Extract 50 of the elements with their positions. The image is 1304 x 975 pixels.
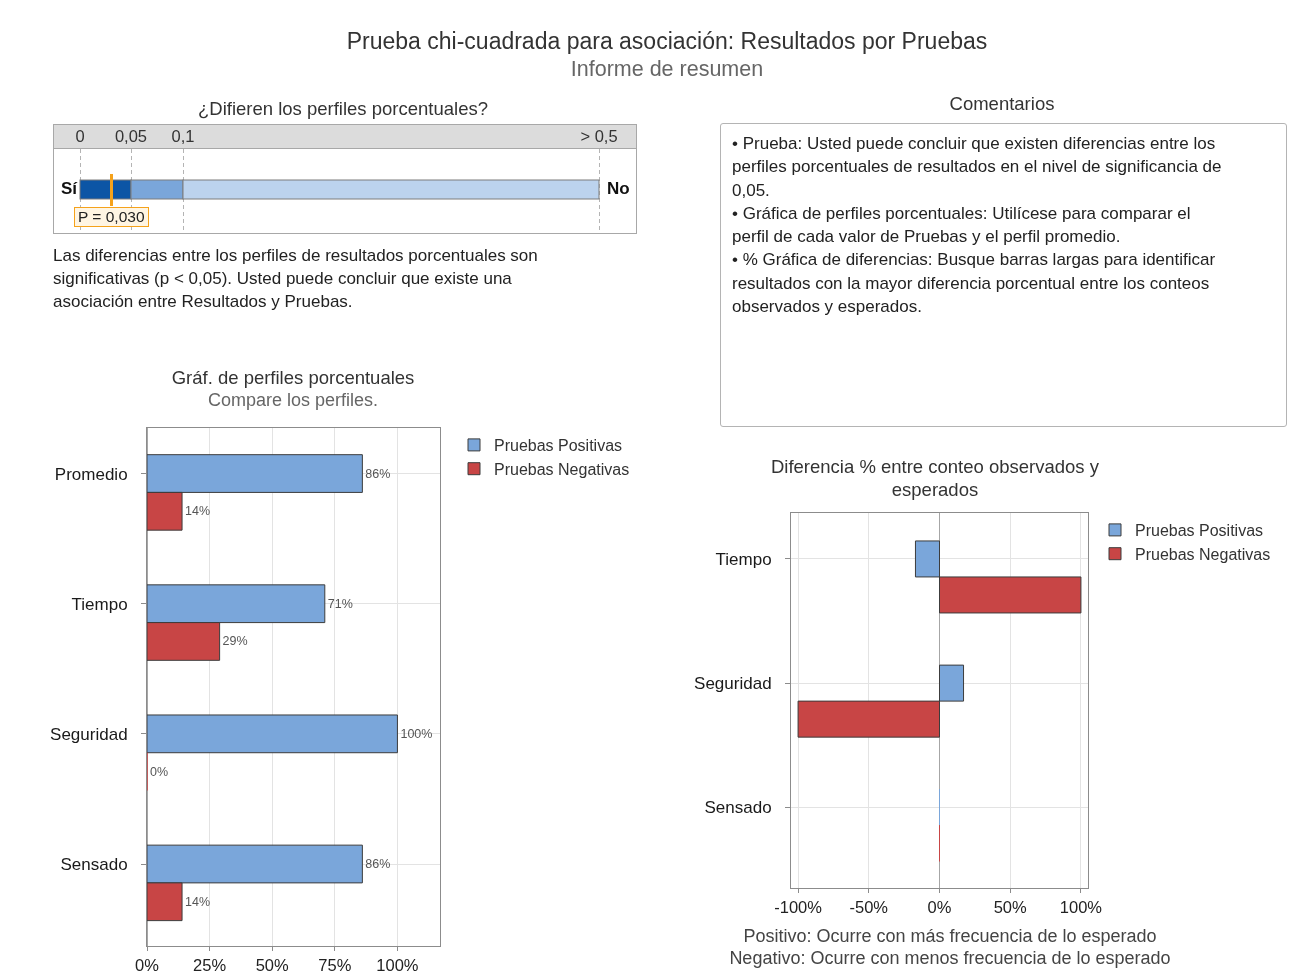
x-tick-label: -100% [774, 897, 823, 916]
y-tick-label: Seguridad [694, 674, 772, 694]
x-tick-label: 50% [993, 897, 1028, 916]
x-tick-label: 0% [135, 955, 160, 974]
legend-label: Pruebas Negativas [494, 460, 630, 478]
x-tick-label: 25% [193, 955, 227, 974]
chart-title: Gráf. de perfiles porcentuales [170, 366, 416, 389]
y-tick-label: Sensado [704, 798, 772, 818]
legend-label: Pruebas Positivas [1135, 522, 1264, 540]
text: 0,1 [171, 127, 195, 145]
data-label: 29% [222, 634, 248, 649]
chart-subtitle: Compare los perfiles. [206, 390, 380, 411]
y-tick-label: Sensado [60, 854, 128, 874]
y-tick-label: Seguridad [50, 724, 128, 744]
text: Prueba chi-cuadrada para asociación: Resultados por Pruebas [345, 28, 989, 55]
x-tick-label: 100% [1059, 897, 1103, 916]
text: • Gráfica de perfiles porcentuales: Utilícese para comparar el perfil de cada valor de Pruebas y el perfil promedio. [732, 202, 1192, 249]
y-tick-label: Tiempo [71, 594, 128, 614]
text: • % Gráfica de diferencias: Busque barras largas para identificar resultados con la mayor diferencia porcentual entre los conteos observados y esperados. [732, 249, 1217, 319]
y-tick-label: Tiempo [715, 549, 772, 569]
x-tick-label: 0% [927, 897, 952, 916]
chart-title: Diferencia % entre conteo observados y esperados [769, 455, 1100, 501]
data-label: 100% [400, 726, 433, 741]
x-tick-label: 50% [255, 955, 290, 974]
data-label: 86% [365, 857, 391, 872]
data-label: 14% [185, 894, 211, 909]
text: • Prueba: Usted puede concluir que existen diferencias entre los perfiles porcentuales de resultados en el nivel de significancia de 0,05. [732, 133, 1223, 202]
legend-label: Pruebas Positivas [494, 437, 623, 455]
bar [147, 714, 398, 754]
text: > 0,5 [579, 127, 619, 146]
legend-label: Pruebas Negativas [1135, 545, 1271, 563]
x-tick-label: -50% [849, 897, 889, 916]
x-tick-label: 100% [376, 955, 419, 974]
text: 0 [75, 127, 85, 145]
text: Negativo: Ocurre con menos frecuencia de lo esperado [728, 948, 1172, 969]
text: 0,05 [113, 127, 149, 146]
data-label: 14% [185, 504, 211, 519]
data-label: 71% [327, 596, 353, 611]
text: P = 0,030 [74, 207, 149, 227]
data-label: 86% [365, 466, 391, 481]
text: ¿Difieren los perfiles porcentuales? [197, 98, 489, 120]
y-tick-label: Promedio [54, 464, 128, 484]
x-tick-label: 75% [318, 955, 352, 974]
text: No [607, 179, 630, 199]
text: Las diferencias entre los perfiles de resultados porcentuales son significativas (p < 0,05). Usted puede concluir que existe una asociación entre Resultados y Pruebas. [53, 245, 539, 313]
text: Informe de resumen [569, 57, 765, 82]
data-label: 0% [150, 764, 169, 779]
text: Positivo: Ocurre con más frecuencia de lo esperado [742, 926, 1158, 947]
text: Comentarios [948, 93, 1056, 115]
text: Sí [59, 179, 77, 199]
